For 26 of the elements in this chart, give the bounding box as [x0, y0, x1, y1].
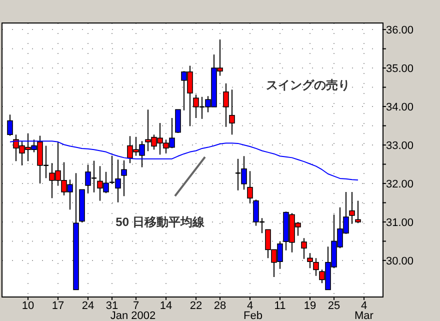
y-tick-label: 34.00 [386, 102, 414, 114]
x-tick-label: 7 [132, 300, 140, 312]
x-tick-label: 31 [106, 300, 118, 312]
x-tick-label: 11 [274, 300, 286, 312]
x-tick-label: 28 [214, 300, 226, 312]
y-tick-label: 33.00 [386, 140, 414, 152]
y-tick-label: 31.00 [386, 216, 414, 229]
text: Feb [244, 310, 262, 321]
y-tick-label: 32.00 [386, 178, 414, 190]
x-tick-label: 24 [82, 300, 94, 312]
x-tick-label: 22 [190, 300, 202, 312]
x-tick-label: 25 [328, 300, 340, 312]
x-tick-label: 10 [22, 300, 34, 312]
x-tick-label: 4 [360, 300, 368, 312]
text: Jan 2002 [110, 310, 156, 321]
y-tick-label: 36.00 [386, 24, 414, 37]
x-tick-label: 17 [52, 300, 64, 312]
annotation: 50 日移動平均線 [116, 215, 206, 229]
x-tick-label: 19 [304, 300, 316, 312]
annotation: スイングの売り [266, 78, 350, 92]
line-series [10, 140, 358, 181]
y-tick-label: 30.00 [386, 255, 414, 268]
x-tick-label: 4 [246, 300, 254, 312]
y-tick-label: 35.00 [386, 63, 414, 76]
text: Mar [354, 310, 374, 321]
x-tick-label: 14 [160, 300, 172, 312]
